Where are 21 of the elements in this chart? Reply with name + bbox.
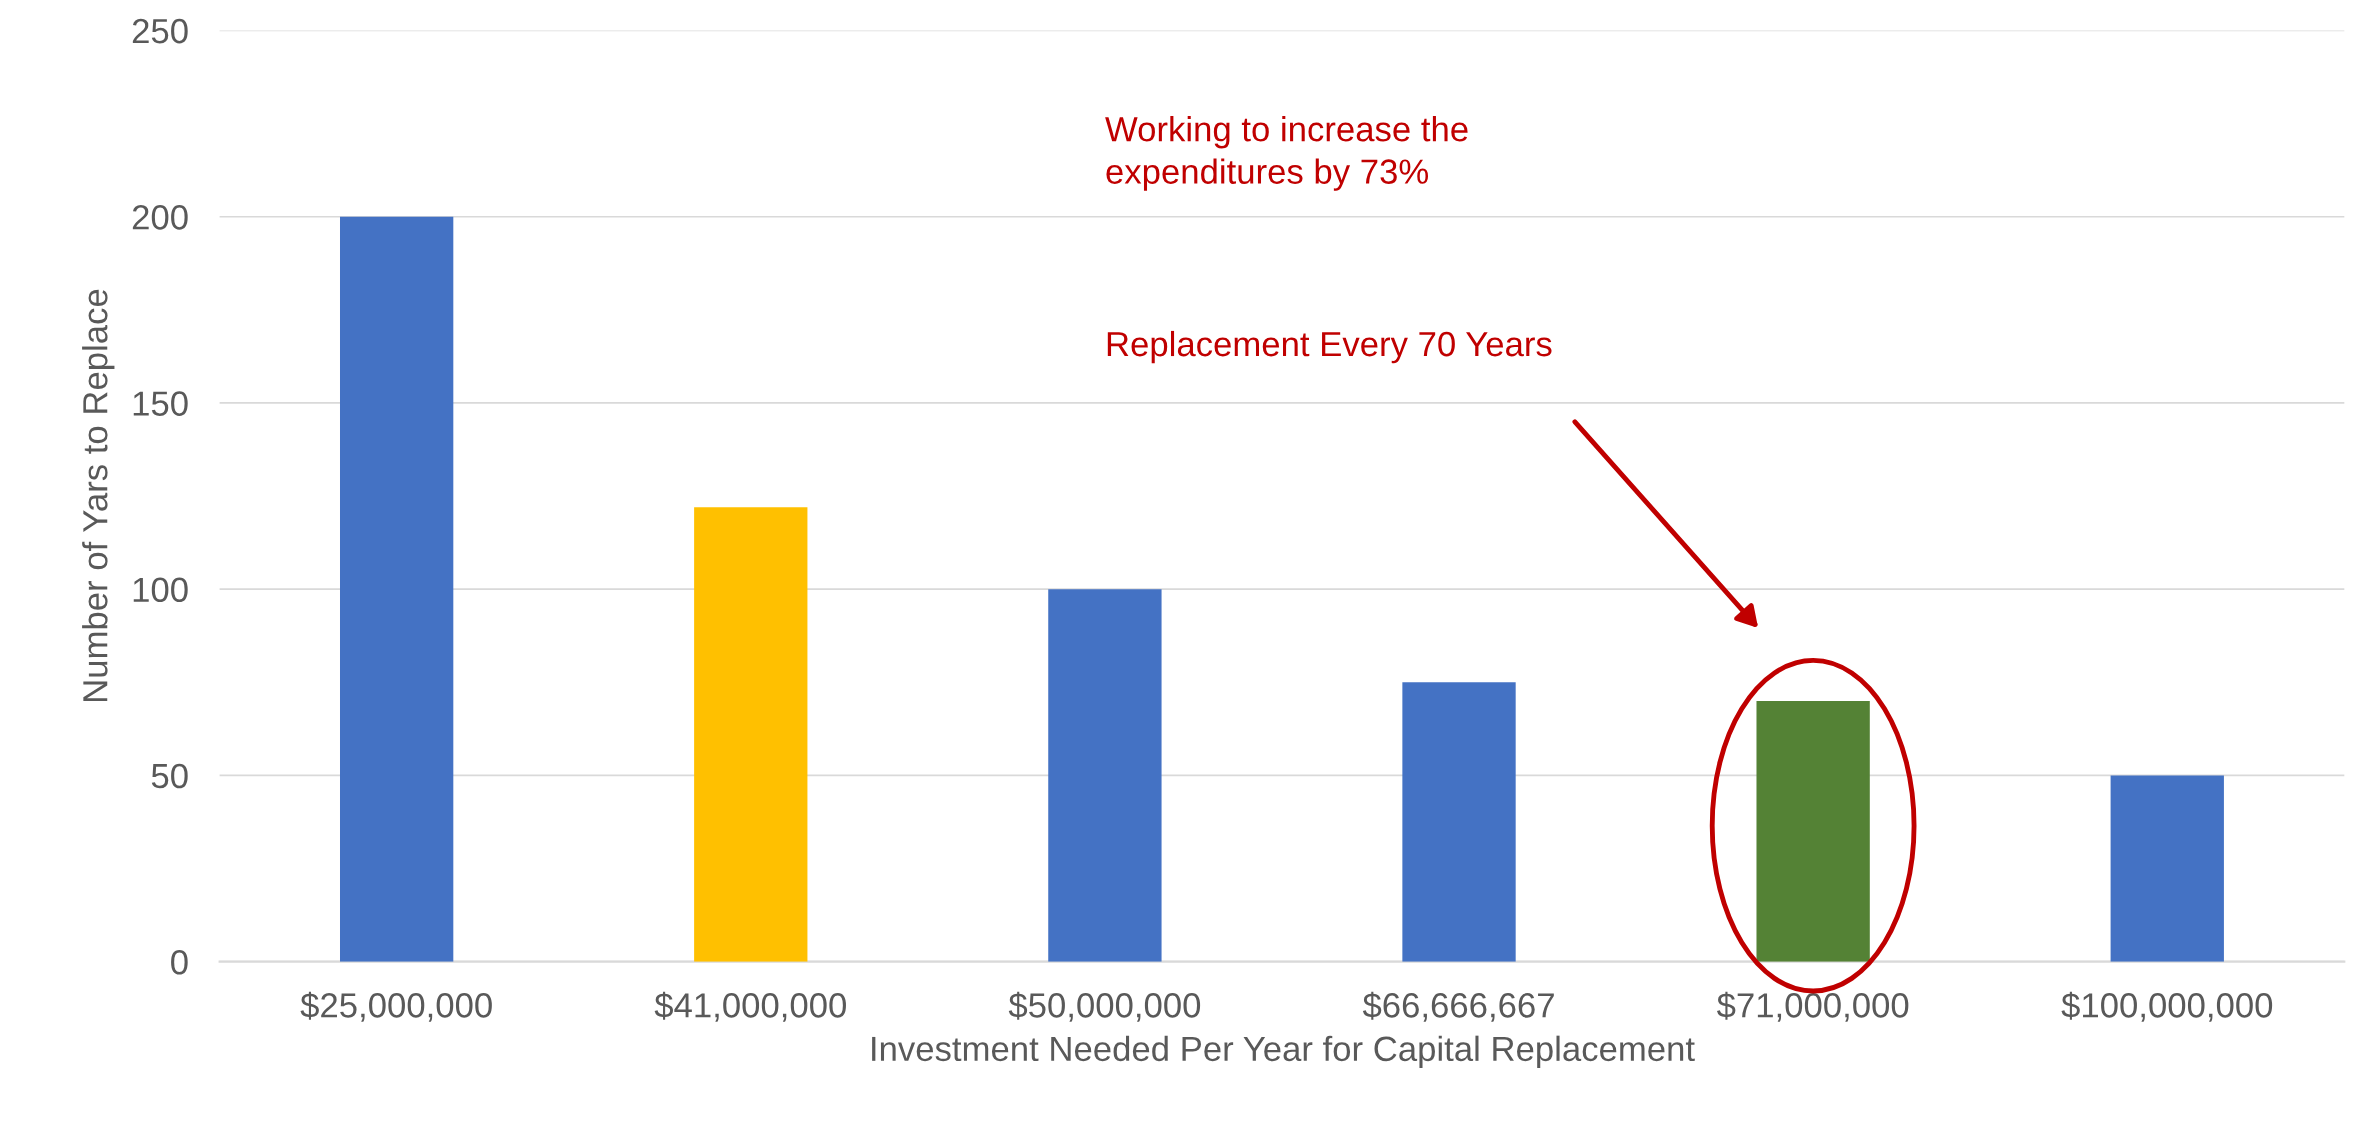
annotation: Replacement Every 70 Years — [1107, 330, 1552, 364]
y-tick-label: 200 — [132, 205, 188, 230]
x-tick-label: $66,666,667 — [1362, 991, 1554, 1022]
x-tick-label: $25,000,000 — [300, 991, 492, 1022]
x-tick-label: $41,000,000 — [654, 991, 846, 1022]
bar — [2110, 775, 2224, 962]
x-tick-label: $50,000,000 — [1008, 991, 1201, 1022]
x-tick-label: $100,000,000 — [2061, 991, 2273, 1022]
y-tick-label: 150 — [133, 391, 188, 416]
annotation: Working to increase the expenditures by 73% — [1105, 116, 1468, 191]
y-tick-label: 100 — [133, 577, 188, 603]
y-tick-label: 0 — [171, 949, 188, 975]
bar — [340, 216, 454, 962]
y-tick-label: 250 — [132, 18, 188, 44]
y-axis-title: Number of Yars to Replace — [82, 289, 115, 702]
bar — [694, 507, 808, 962]
x-tick-label: $71,000,000 — [1716, 991, 1909, 1022]
bar — [1402, 682, 1516, 962]
x-axis-title: Investment Needed Per Year for Capital Replacement — [872, 1035, 1695, 1069]
y-tick-label: 50 — [151, 763, 188, 789]
bar — [1048, 589, 1162, 962]
